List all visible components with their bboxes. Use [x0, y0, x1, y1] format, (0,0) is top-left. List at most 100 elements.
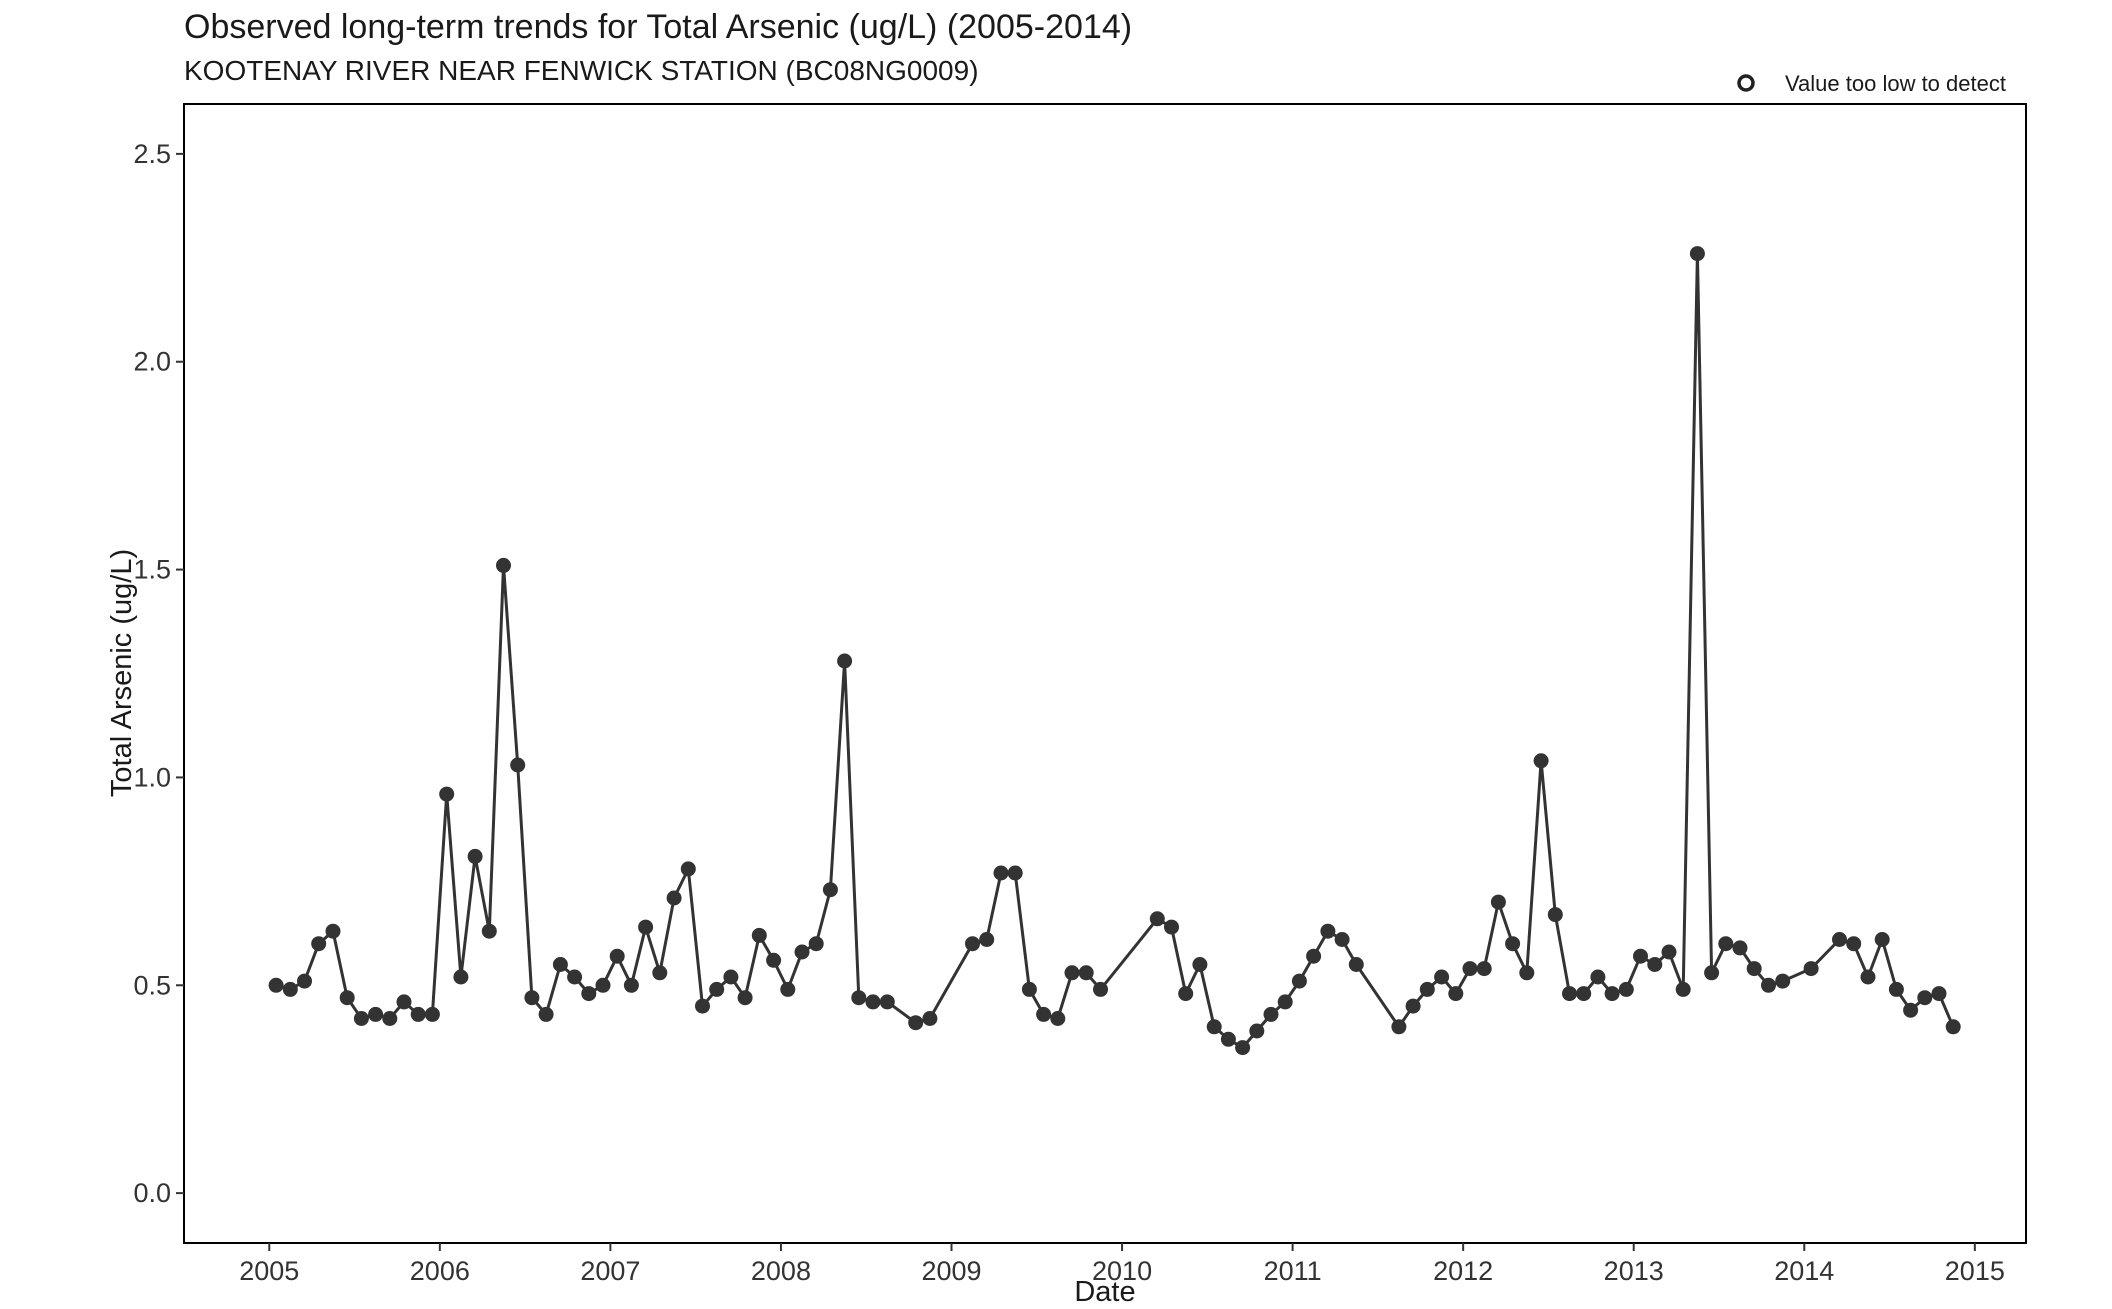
x-tick-label: 2015 — [1945, 1256, 2005, 1286]
data-point — [1917, 990, 1933, 1006]
data-point — [979, 932, 995, 947]
data-point — [623, 977, 639, 993]
data-point — [439, 786, 455, 802]
data-point — [410, 1006, 426, 1022]
data-point — [510, 757, 526, 773]
series-layer — [268, 246, 1961, 1056]
data-point — [453, 969, 469, 985]
data-point — [1391, 1019, 1407, 1035]
data-point — [353, 1011, 369, 1026]
data-point — [1860, 969, 1876, 985]
data-point — [1448, 986, 1464, 1002]
data-point — [552, 957, 568, 972]
data-point — [1618, 981, 1634, 997]
data-point — [1249, 1023, 1265, 1039]
data-point — [282, 981, 298, 997]
x-tick-label: 2007 — [580, 1256, 640, 1286]
data-point — [794, 944, 810, 960]
series-line — [275, 252, 1955, 1050]
data-point — [1803, 961, 1819, 977]
data-point — [1093, 981, 1108, 997]
data-point — [297, 973, 312, 989]
data-point — [652, 965, 668, 981]
data-point — [808, 936, 824, 952]
data-point — [368, 1006, 384, 1022]
data-point — [1647, 957, 1663, 972]
data-point — [1235, 1040, 1251, 1056]
data-point — [780, 981, 796, 997]
data-point — [1277, 994, 1293, 1010]
data-point — [1675, 981, 1691, 997]
data-point — [695, 998, 710, 1014]
data-point — [1164, 919, 1179, 935]
data-point — [1050, 1011, 1066, 1026]
legend-label: Value too low to detect — [1785, 71, 2006, 96]
data-point — [908, 1015, 924, 1031]
data-point — [1562, 986, 1577, 1002]
data-point — [1931, 986, 1947, 1002]
data-point — [737, 990, 753, 1006]
data-point — [1732, 940, 1748, 956]
data-point — [396, 994, 412, 1010]
data-point — [1689, 246, 1705, 262]
x-tick-label: 2008 — [751, 1256, 811, 1286]
data-point — [1348, 957, 1364, 972]
data-point — [1334, 932, 1350, 947]
data-point — [1533, 753, 1549, 769]
data-point — [1078, 965, 1094, 981]
y-tick-label: 1.0 — [133, 762, 171, 792]
data-point — [1206, 1019, 1222, 1035]
data-point — [879, 994, 895, 1010]
data-point — [1490, 894, 1506, 910]
data-point — [1590, 969, 1606, 985]
data-point — [1945, 1019, 1961, 1035]
data-point — [1761, 977, 1776, 993]
data-point — [538, 1006, 554, 1022]
y-tick-label: 2.5 — [133, 139, 171, 169]
x-tick-label: 2012 — [1433, 1256, 1493, 1286]
x-axis: 2005 2006 2007 2008 2009 2010 2011 2012 2013 2014… — [239, 1243, 2005, 1286]
legend-open-circle-icon — [1737, 74, 1755, 92]
data-point — [481, 923, 497, 939]
data-point — [1547, 907, 1563, 923]
data-point — [1320, 923, 1336, 939]
data-point — [1007, 865, 1023, 881]
y-axis: 0.0 0.5 1.0 1.5 2.0 2.5 — [133, 139, 184, 1208]
data-point — [496, 557, 511, 573]
data-point — [993, 865, 1009, 881]
data-point — [1263, 1006, 1279, 1022]
data-point — [1220, 1031, 1236, 1047]
data-point — [1718, 936, 1734, 952]
data-point — [1704, 965, 1720, 981]
data-point — [467, 848, 483, 864]
data-point — [1405, 998, 1421, 1014]
data-point — [609, 948, 625, 964]
data-point — [581, 986, 597, 1002]
x-tick-label: 2010 — [1092, 1256, 1152, 1286]
x-tick-label: 2011 — [1264, 1256, 1322, 1286]
data-point — [1462, 961, 1478, 977]
data-point — [1178, 986, 1194, 1002]
data-point — [680, 861, 696, 877]
y-tick-label: 2.0 — [133, 347, 171, 377]
data-point — [1903, 1002, 1919, 1018]
y-tick-label: 1.5 — [133, 555, 171, 585]
x-tick-label: 2006 — [410, 1256, 470, 1286]
legend: Value too low to detect — [1737, 71, 2006, 96]
data-point — [1291, 973, 1307, 989]
data-point — [851, 990, 867, 1006]
data-point — [751, 927, 767, 943]
data-point — [595, 977, 611, 993]
data-point — [1746, 961, 1762, 977]
data-point — [822, 882, 838, 898]
data-point — [339, 990, 355, 1006]
chart-title: Observed long-term trends for Total Arse… — [184, 8, 1133, 46]
data-point — [311, 936, 327, 952]
data-point — [1021, 981, 1037, 997]
x-tick-label: 2005 — [239, 1256, 299, 1286]
data-point — [965, 936, 980, 952]
data-point — [1192, 957, 1208, 972]
data-point — [1661, 944, 1677, 960]
data-point — [268, 977, 284, 993]
